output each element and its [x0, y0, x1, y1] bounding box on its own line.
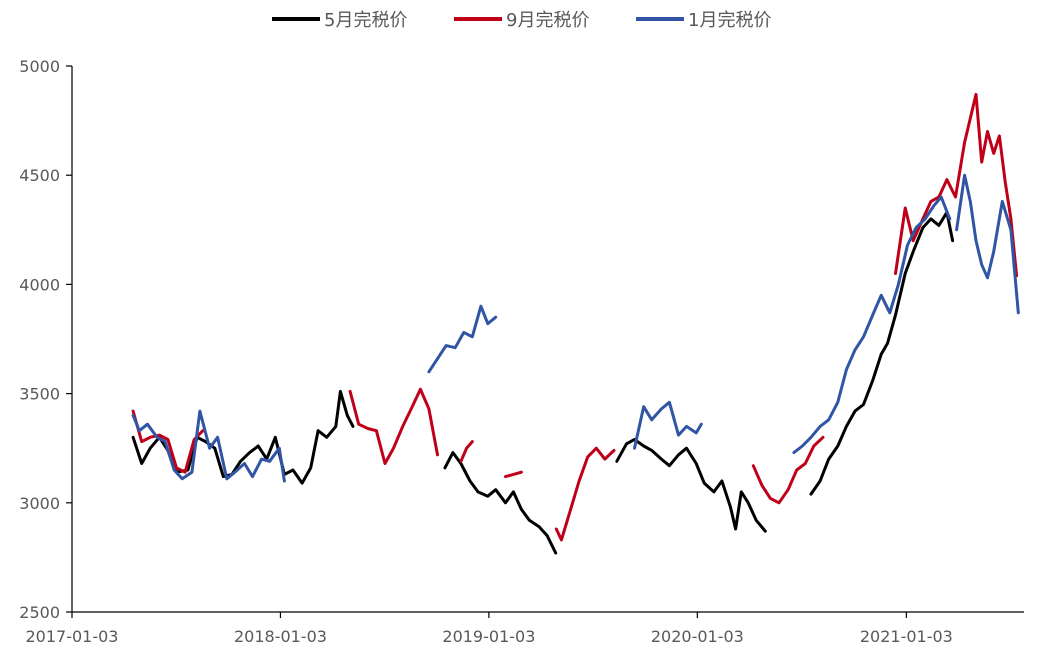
y-tick-label: 4500 [19, 166, 60, 185]
legend-label: 5月完税价 [324, 10, 407, 31]
x-tick-label: 2021-01-03 [860, 627, 953, 646]
series-line [751, 435, 825, 505]
x-tick-label: 2019-01-03 [442, 627, 535, 646]
legend: 5月完税价 9月完税价 1月完税价 [272, 10, 771, 31]
x-axis: 2017-01-03 2018-01-03 2019-01-03 2020-01-03… [26, 611, 1024, 646]
legend-label: 1月完税价 [688, 10, 771, 31]
y-tick-label: 3000 [19, 494, 60, 513]
series-line [955, 173, 1020, 315]
series-line [459, 440, 474, 463]
series-line [615, 438, 767, 533]
legend-item: 5月完税价 [272, 10, 407, 31]
series-2 [131, 92, 1019, 542]
series-3 [131, 173, 1020, 483]
series-line [554, 446, 616, 542]
legend-item: 1月完税价 [636, 10, 771, 31]
series-line [809, 210, 955, 496]
series-line [348, 387, 439, 465]
series-1 [131, 210, 955, 555]
series-line [633, 400, 703, 450]
x-tick-label: 2017-01-03 [26, 627, 119, 646]
y-tick-label: 5000 [19, 57, 60, 76]
plot-series [131, 92, 1020, 555]
legend-label: 9月完税价 [506, 10, 589, 31]
y-tick-label: 4000 [19, 275, 60, 294]
series-line [131, 409, 205, 474]
y-axis: 2500 3000 3500 4000 4500 5000 [19, 57, 73, 622]
series-line [427, 304, 498, 374]
x-tick-label: 2020-01-03 [651, 627, 744, 646]
series-line [792, 195, 952, 455]
series-line [131, 409, 286, 483]
x-tick-label: 2018-01-03 [234, 627, 327, 646]
series-line [443, 451, 558, 555]
series-line [504, 470, 523, 479]
legend-item: 9月完税价 [454, 10, 589, 31]
y-tick-label: 2500 [19, 603, 60, 622]
y-tick-label: 3500 [19, 385, 60, 404]
